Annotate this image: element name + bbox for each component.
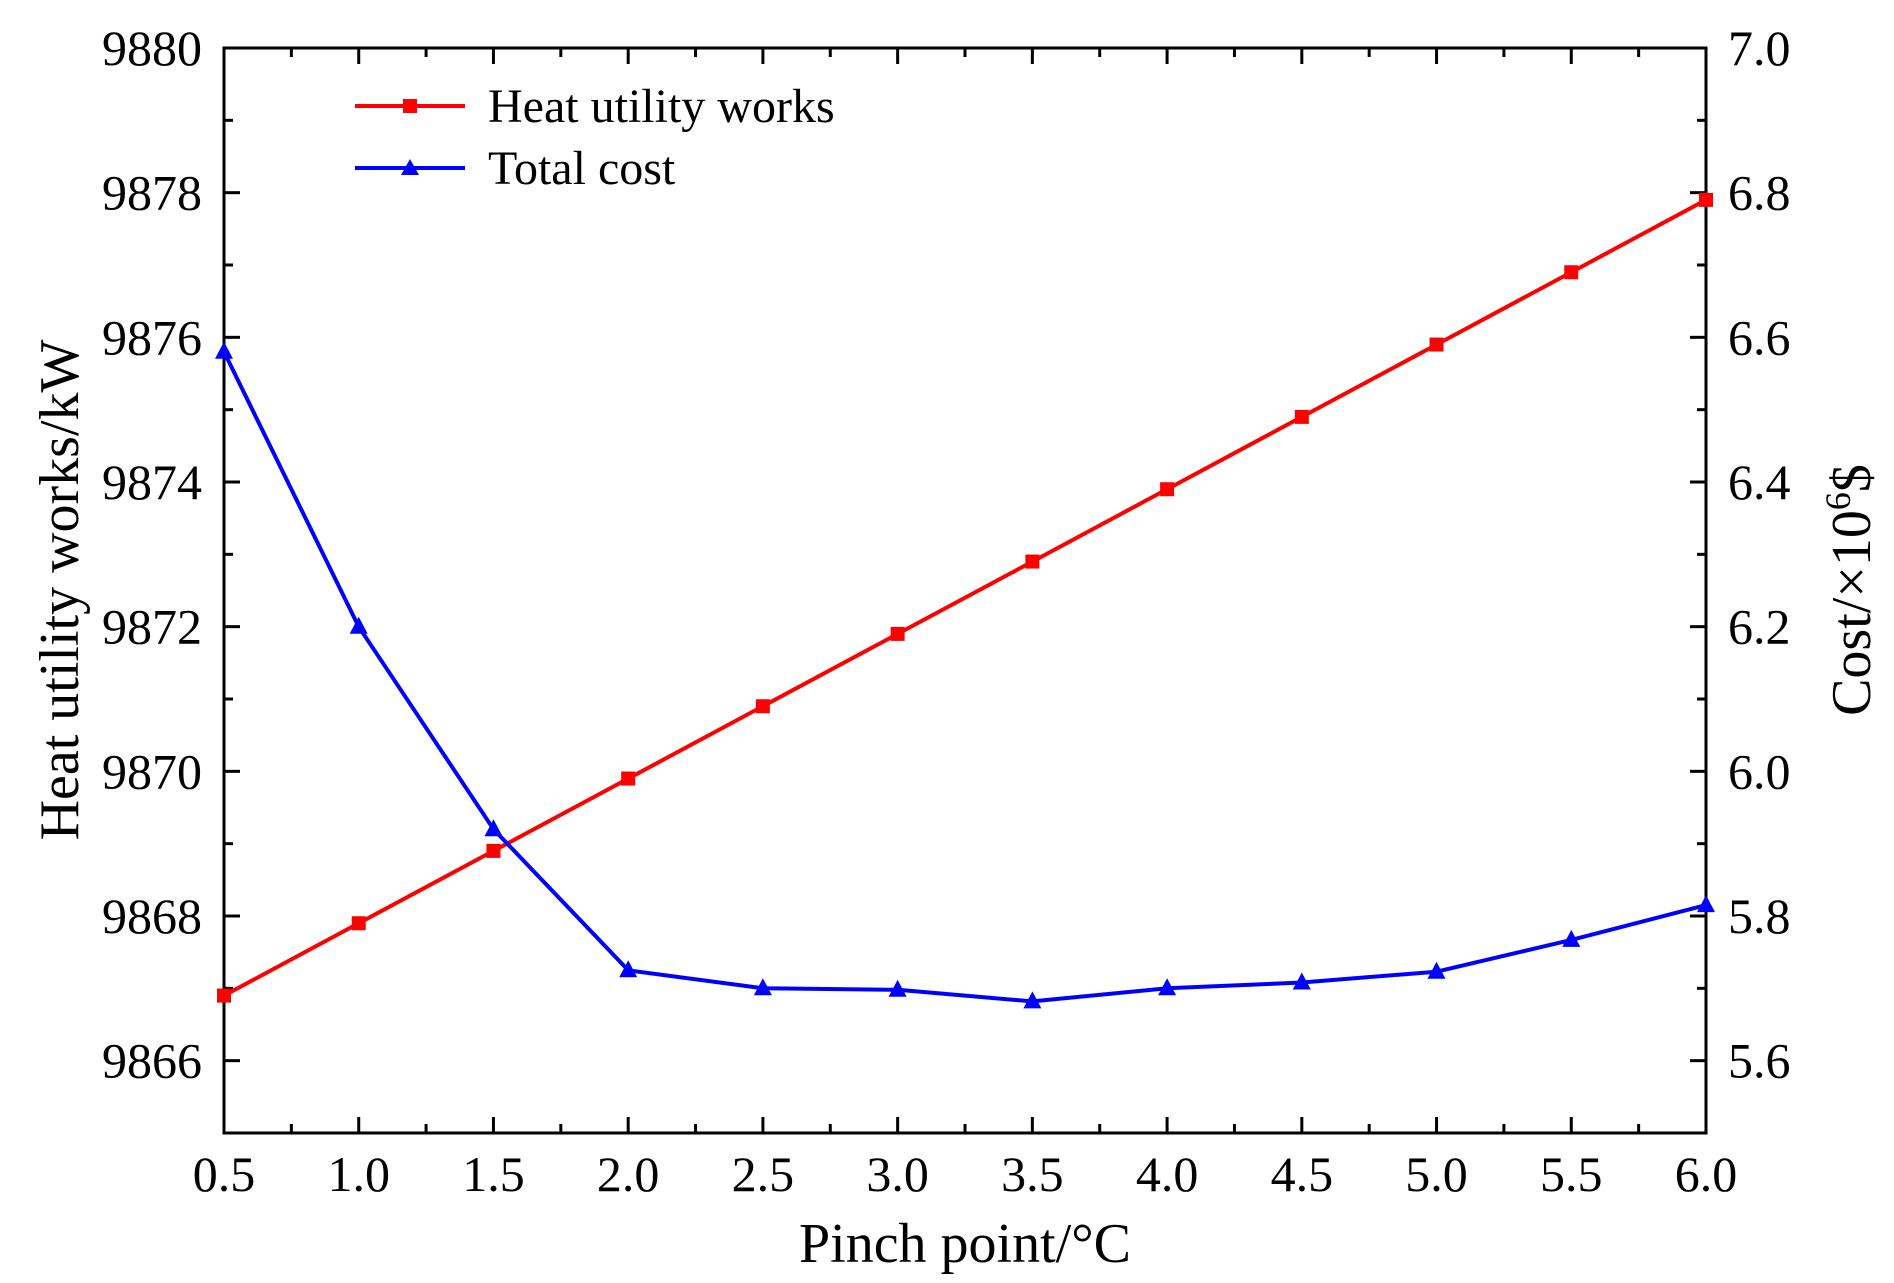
y-right-tick-label: 6.4 (1728, 454, 1791, 510)
y-left-tick-label: 9880 (102, 20, 202, 76)
legend-label-heat-utility: Heat utility works (488, 80, 835, 133)
data-point-heat-utility (1429, 337, 1444, 352)
data-point-total-cost (349, 616, 368, 634)
x-tick-label: 3.0 (866, 1146, 929, 1202)
x-tick-label: 5.0 (1405, 1146, 1468, 1202)
series-layer (215, 192, 1715, 1009)
data-point-total-cost (484, 819, 503, 837)
y-left-tick-label: 9872 (102, 599, 202, 655)
legend-label-total-cost: Total cost (488, 142, 676, 195)
data-point-heat-utility (486, 843, 501, 858)
data-point-heat-utility (1160, 482, 1175, 497)
y-left-tick-label: 9874 (102, 454, 202, 510)
legend-marker-total-cost (401, 159, 419, 175)
y-right-tick-label: 6.8 (1728, 165, 1791, 221)
y-axis-left-title: Heat utility works/kW (29, 339, 91, 840)
data-point-total-cost (1292, 972, 1311, 990)
data-point-heat-utility (1699, 192, 1713, 207)
x-tick-label: 2.5 (732, 1146, 795, 1202)
data-point-heat-utility (890, 626, 905, 641)
data-point-heat-utility (755, 699, 770, 714)
y-right-tick-label: 6.2 (1728, 599, 1791, 655)
legend-marker-heat-utility (403, 99, 417, 113)
y-left-tick-label: 9878 (102, 165, 202, 221)
data-point-heat-utility (351, 916, 366, 931)
x-tick-label: 6.0 (1675, 1146, 1738, 1202)
legend-item-total-cost: Total cost (355, 142, 676, 195)
x-tick-label: 5.5 (1540, 1146, 1603, 1202)
data-point-heat-utility (1294, 409, 1309, 424)
x-tick-label: 4.0 (1136, 1146, 1199, 1202)
y-right-tick-label: 7.0 (1728, 20, 1791, 76)
x-tick-label: 3.5 (1001, 1146, 1064, 1202)
data-point-total-cost (215, 341, 233, 359)
legend-item-heat-utility: Heat utility works (355, 80, 835, 133)
data-point-total-cost (753, 978, 772, 996)
y-left-tick-label: 9876 (102, 309, 202, 365)
ticks-layer: 0.5 1.0 1.5 2.0 2.5 3.0 3.5 4.0 4.5 5.0 5.5 6.0 9866… (102, 20, 1791, 1202)
data-point-heat-utility (621, 771, 636, 786)
y-right-tick-label: 6.6 (1728, 309, 1791, 365)
y-left-tick-label: 9870 (102, 743, 202, 799)
data-point-total-cost (1023, 991, 1042, 1009)
y-right-tick-label: 6.0 (1728, 743, 1791, 799)
data-point-total-cost (1697, 895, 1715, 913)
y-right-tick-label: 5.8 (1728, 888, 1791, 944)
x-tick-label: 2.0 (597, 1146, 660, 1202)
plot-frame (222, 46, 1708, 1135)
data-point-total-cost (1562, 929, 1581, 947)
x-axis-title: Pinch point/°C (799, 1213, 1131, 1275)
data-point-heat-utility (1025, 554, 1040, 569)
data-point-total-cost (1158, 978, 1177, 996)
legend: Heat utility works Total cost (355, 80, 835, 195)
series-line-total-cost (222, 350, 1707, 1004)
data-point-total-cost (619, 960, 638, 978)
series-line-heat-utility (223, 198, 1707, 998)
data-point-heat-utility (217, 988, 231, 1003)
y-left-tick-label: 9866 (102, 1033, 202, 1089)
y-axis-right-title: Cost/×106$ (1818, 464, 1883, 716)
data-point-total-cost (888, 979, 907, 997)
x-tick-label: 1.0 (327, 1146, 390, 1202)
y-right-tick-label: 5.6 (1728, 1033, 1791, 1089)
y-axis-right-title-exponent: 6 (1818, 492, 1858, 510)
data-point-heat-utility (1564, 265, 1579, 280)
y-axis-right-title-base: Cost/×10 (1821, 510, 1883, 716)
x-tick-label: 0.5 (193, 1146, 256, 1202)
data-point-total-cost (1427, 961, 1446, 979)
y-axis-right-title-unit: $ (1821, 464, 1883, 492)
x-tick-label: 4.5 (1271, 1146, 1334, 1202)
y-left-tick-label: 9868 (102, 888, 202, 944)
x-tick-label: 1.5 (462, 1146, 525, 1202)
